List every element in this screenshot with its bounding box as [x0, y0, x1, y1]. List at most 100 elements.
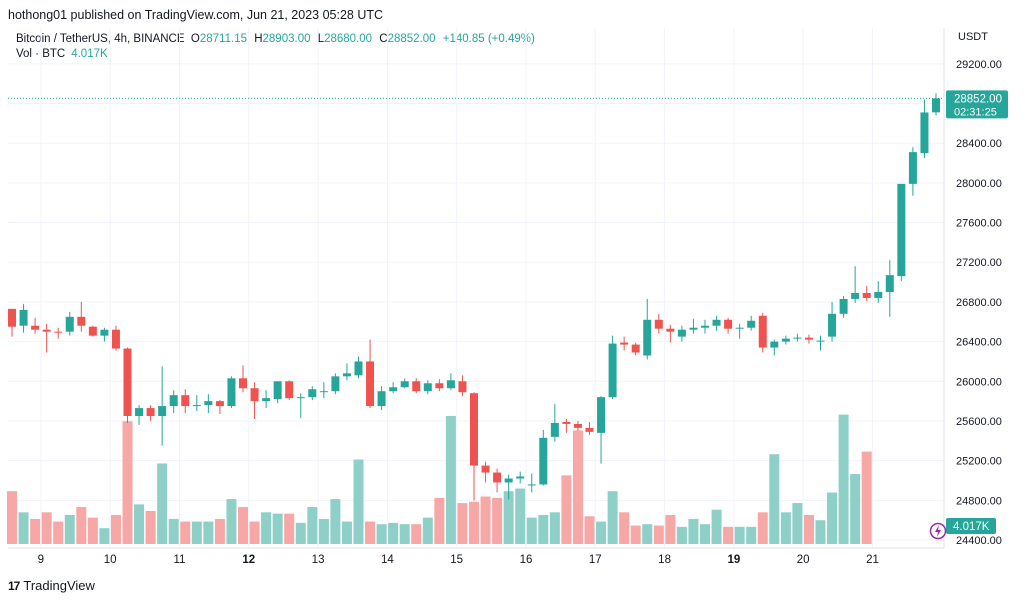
volume-bar: [445, 415, 456, 544]
volume-bar: [838, 414, 849, 544]
y-tick-label: 26000.00: [956, 376, 1002, 388]
candle-body: [804, 337, 813, 340]
ohlc-legend: Bitcoin / TetherUS, 4h, BINANCE O28711.1…: [16, 33, 539, 45]
candle-body: [181, 395, 190, 407]
candle-body: [250, 388, 259, 402]
candle-body: [192, 405, 201, 407]
volume-bar: [700, 524, 710, 544]
candle-body: [701, 325, 709, 328]
candle-body: [331, 376, 340, 392]
candle-body: [146, 408, 155, 416]
candle-body: [285, 381, 294, 399]
candle-body: [735, 327, 744, 329]
y-tick-label: 28400.00: [956, 138, 1002, 150]
y-tick-label: 27200.00: [956, 257, 1002, 269]
candle-body: [262, 398, 271, 402]
candle-body: [377, 391, 386, 407]
volume-bar: [203, 521, 214, 544]
volume-bar: [134, 504, 145, 544]
volume-bar: [191, 521, 202, 544]
y-tick-label: 28000.00: [956, 178, 1002, 190]
volume-bar: [272, 513, 283, 544]
volume-bar: [284, 513, 295, 544]
volume-bar: [76, 507, 87, 544]
candle-body: [781, 338, 790, 342]
volume-bar: [145, 511, 156, 544]
y-tick-label: 27600.00: [956, 218, 1002, 230]
volume-bar: [41, 512, 52, 544]
candle-body: [620, 342, 629, 345]
candle-body: [100, 329, 109, 336]
candle-body: [77, 316, 86, 326]
volume-bar: [815, 520, 826, 544]
volume-bar: [64, 514, 75, 544]
candle-body: [481, 465, 490, 473]
last-price-badge: [946, 90, 1008, 119]
candle-body: [793, 337, 802, 339]
volume-bar: [226, 499, 237, 544]
x-tick-label: 19: [727, 554, 740, 566]
candle-body: [839, 298, 848, 314]
volume-bar: [261, 512, 272, 544]
candle-body: [851, 292, 860, 299]
volume-bar: [110, 514, 121, 544]
volume-bar: [53, 521, 64, 544]
change-value: +140.85 (+0.49%): [442, 33, 535, 45]
candle-body: [585, 427, 594, 432]
volume-bar: [561, 475, 572, 544]
high-value: 28903.00: [262, 33, 311, 45]
candle-body: [493, 472, 502, 483]
candle-body: [597, 397, 606, 433]
candle-body: [908, 152, 917, 184]
tradingview-logo-icon: 17: [8, 578, 20, 593]
candle-body: [643, 319, 652, 356]
volume-bar: [757, 512, 768, 544]
candle-body: [677, 329, 686, 337]
volume-bar: [295, 522, 306, 544]
candle-body: [550, 422, 559, 437]
volume-bar: [388, 522, 399, 544]
candle-body: [897, 183, 906, 277]
candle-body: [342, 373, 351, 377]
last-price-value: 28852.00: [954, 93, 1002, 105]
candle-body: [539, 437, 548, 485]
volume-bar: [584, 516, 595, 544]
publisher-line: hothong01 published on TradingView.com, …: [8, 8, 384, 22]
tradingview-brand[interactable]: 17 TradingView: [8, 578, 95, 593]
x-tick-label: 12: [242, 554, 255, 566]
volume-bar: [619, 512, 630, 544]
candle-body: [54, 331, 63, 333]
symbol-label[interactable]: Bitcoin / TetherUS, 4h, BINANCE: [16, 33, 185, 45]
volume-bar: [376, 524, 387, 544]
candle-body: [88, 326, 97, 336]
brand-name: TradingView: [23, 578, 95, 593]
x-tick-label: 14: [381, 554, 394, 566]
candle-body: [504, 478, 513, 483]
candle-body: [458, 381, 467, 393]
candle-body: [828, 313, 837, 337]
candle-body: [689, 327, 698, 330]
volume-bar: [238, 507, 248, 544]
candle-body: [932, 98, 940, 113]
candle-body: [308, 389, 317, 398]
volume-bar: [180, 521, 191, 544]
candle-body: [516, 476, 525, 479]
candle-body: [747, 320, 756, 328]
volume-bar: [318, 518, 329, 544]
volume-bar: [723, 526, 734, 544]
candle-body: [631, 344, 640, 353]
last-price-countdown: 02:31:25: [954, 106, 997, 118]
candle-body: [412, 381, 421, 392]
low-value: 28680.00: [324, 33, 373, 45]
open-value: 28711.15: [199, 33, 247, 45]
y-tick-label: 24400.00: [956, 535, 1002, 547]
candle-body: [435, 383, 444, 389]
volume-bar: [596, 521, 607, 544]
candle-body: [608, 343, 617, 398]
candle-body: [239, 378, 247, 389]
candle-body: [215, 401, 224, 407]
volume-bar: [792, 503, 803, 544]
candle-body: [366, 361, 375, 407]
volume-bar: [538, 514, 549, 544]
